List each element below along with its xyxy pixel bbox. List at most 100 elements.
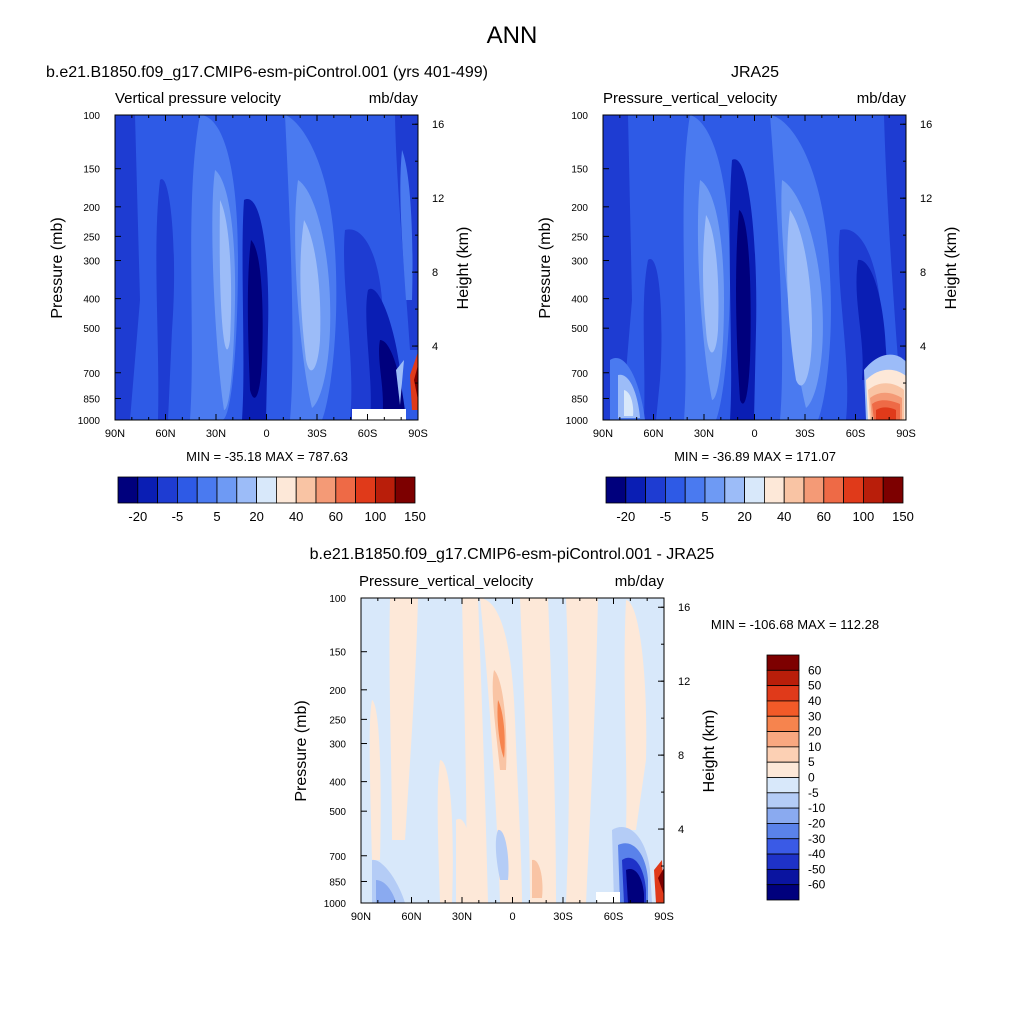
colorbar-label: 150 <box>892 509 914 524</box>
panel-diff-title: b.e21.B1850.f09_g17.CMIP6-esm-piControl.… <box>310 546 715 563</box>
x-tick-label: 0 <box>263 428 269 440</box>
y-tick-label: 100 <box>571 111 588 122</box>
panel-model-heatmap <box>115 115 418 420</box>
colorbar-box <box>295 476 317 504</box>
figure-title: ANN <box>487 22 538 49</box>
colorbar-label: -20 <box>128 509 147 524</box>
colorbar-box <box>766 777 800 794</box>
height-tick-label: 4 <box>920 341 926 353</box>
x-tick-label: 60N <box>155 428 175 440</box>
panel-model-ylabel: Pressure (mb) <box>49 217 66 318</box>
colorbar-box <box>766 731 800 748</box>
y-tick-label: 200 <box>83 203 100 214</box>
colorbar-box <box>766 685 800 702</box>
x-tick-label: 60S <box>604 911 624 923</box>
colorbar-label: 60 <box>808 663 822 677</box>
x-tick-label: 60N <box>401 911 421 923</box>
y-tick-label: 500 <box>571 324 588 335</box>
colorbar-label: -10 <box>808 801 826 815</box>
panel-obs-ylabel-right: Height (km) <box>943 227 960 310</box>
height-tick-label: 16 <box>432 119 444 131</box>
colorbar-box <box>843 476 864 504</box>
colorbar-label: 0 <box>808 771 815 785</box>
y-tick-label: 200 <box>571 203 588 214</box>
panel-obs-title: JRA25 <box>731 64 779 81</box>
y-tick-label: 400 <box>329 778 346 789</box>
colorbar-box <box>766 700 800 717</box>
y-tick-label: 100 <box>83 111 100 122</box>
colorbar-label: -5 <box>808 786 819 800</box>
colorbar-box <box>766 761 800 778</box>
colorbar-box <box>256 476 277 504</box>
x-tick-label: 60N <box>643 428 663 440</box>
y-tick-label: 250 <box>571 232 588 243</box>
panel-obs-subtitle-left: Pressure_vertical_velocity <box>603 90 778 107</box>
y-tick-label: 250 <box>329 715 346 726</box>
colorbar-box <box>196 476 218 504</box>
colorbar-box <box>863 476 884 504</box>
panel-model-ylabel-right: Height (km) <box>455 227 472 310</box>
panel-diff: b.e21.B1850.f09_g17.CMIP6-esm-piControl.… <box>293 546 879 923</box>
colorbar-label: 5 <box>213 509 220 524</box>
colorbar-box <box>783 476 805 504</box>
colorbar-box <box>882 476 904 504</box>
y-tick-label: 700 <box>329 852 346 863</box>
y-tick-label: 300 <box>571 257 588 268</box>
colorbar-label: -40 <box>808 847 826 861</box>
height-tick-label: 12 <box>920 193 932 205</box>
colorbar-label: 5 <box>808 755 815 769</box>
panel-diff-ylabel: Pressure (mb) <box>293 700 310 801</box>
y-tick-label: 850 <box>83 394 100 405</box>
colorbar-label: 100 <box>365 509 387 524</box>
colorbar-box <box>766 654 800 671</box>
colorbar-box <box>724 476 745 504</box>
x-tick-label: 90N <box>105 428 125 440</box>
colorbar-box <box>744 476 765 504</box>
colorbar-box <box>176 476 198 504</box>
y-tick-label: 700 <box>571 369 588 380</box>
panel-diff-subtitle-right: mb/day <box>615 573 665 590</box>
colorbar-label: 60 <box>817 509 831 524</box>
colorbar-box <box>766 807 800 824</box>
colorbar-label: 30 <box>808 709 822 723</box>
colorbar-label: 10 <box>808 740 822 754</box>
x-tick-label: 90S <box>408 428 428 440</box>
y-tick-label: 150 <box>83 165 100 176</box>
height-tick-label: 4 <box>678 824 684 836</box>
panel-obs-heatmap <box>603 115 906 420</box>
y-tick-label: 150 <box>571 165 588 176</box>
colorbar-box <box>766 838 800 855</box>
colorbar-label: -5 <box>660 509 672 524</box>
x-tick-label: 30S <box>553 911 573 923</box>
height-tick-label: 4 <box>432 341 438 353</box>
colorbar-box <box>766 669 800 687</box>
panel-diff-heatmap <box>361 598 664 903</box>
x-tick-label: 30N <box>694 428 714 440</box>
panel-model-subtitle-right: mb/day <box>369 90 419 107</box>
y-tick-label: 150 <box>329 648 346 659</box>
colorbar-box <box>216 476 238 504</box>
panel-model-axes: 90N 60N 30N 0 30S 60S 90S 100 150 200 250 300 400 500… <box>78 111 445 440</box>
colorbar-box <box>766 823 800 840</box>
y-tick-label: 300 <box>83 257 100 268</box>
panel-obs-axes: 90N 60N 30N 0 30S 60S 90S 100 150 200 250 300 400 500… <box>566 111 933 440</box>
colorbar-box <box>766 868 800 886</box>
colorbar-box <box>645 476 666 504</box>
height-tick-label: 16 <box>678 602 690 614</box>
height-tick-label: 12 <box>432 193 444 205</box>
colorbar-box <box>665 476 686 504</box>
y-tick-label: 400 <box>83 295 100 306</box>
colorbar-label: 20 <box>808 725 822 739</box>
colorbar-label: -60 <box>808 878 826 892</box>
colorbar-box <box>823 476 844 504</box>
x-tick-label: 30N <box>206 428 226 440</box>
colorbar-label: -50 <box>808 862 826 876</box>
colorbar-box <box>803 476 825 504</box>
colorbar-box <box>625 476 646 504</box>
x-tick-label: 60S <box>358 428 378 440</box>
panel-diff-ylabel-right: Height (km) <box>701 710 718 793</box>
y-tick-label: 500 <box>329 807 346 818</box>
colorbar-label: 150 <box>404 509 426 524</box>
height-tick-label: 16 <box>920 119 932 131</box>
x-tick-label: 90N <box>593 428 613 440</box>
